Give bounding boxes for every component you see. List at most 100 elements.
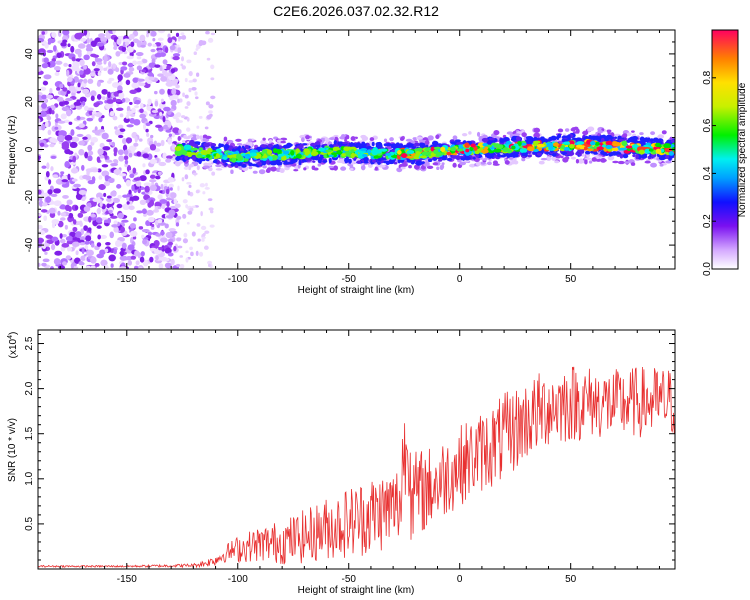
spectrogram-noise-cell: [158, 263, 164, 269]
spectrogram-noise-cell: [157, 73, 164, 77]
spectrogram-noise-cell: [158, 246, 163, 251]
spectrogram-noise-cell: [170, 68, 176, 74]
spectrogram-noise-cell: [208, 263, 211, 268]
spectrogram-band-cell: [527, 154, 532, 158]
spectrogram-noise-cell: [198, 39, 204, 45]
spectrogram-noise-cell: [149, 143, 157, 151]
spectrogram-noise-cell: [179, 264, 185, 269]
spectrogram-noise-cell: [188, 87, 192, 93]
spectrogram-noise-cell: [165, 231, 173, 239]
spectrogram-noise-cell: [127, 260, 133, 266]
spectrogram-noise-cell: [126, 45, 134, 53]
spectrogram-noise-cell: [157, 37, 164, 41]
bottom-y-axis-label: SNR (10 * v/v): [7, 418, 18, 482]
spectrogram-noise-cell: [38, 262, 41, 267]
spectrogram-noise-cell: [106, 139, 113, 143]
spectrogram-noise-cell: [99, 142, 105, 149]
spectrogram-noise-cell: [131, 184, 135, 192]
spectrogram-noise-cell: [96, 42, 105, 47]
y-tick-label: 1.5: [24, 426, 35, 440]
spectrogram-halo-cell: [557, 128, 564, 133]
spectrogram-noise-cell: [152, 43, 157, 48]
spectrogram-band-cell: [432, 157, 438, 161]
spectrogram-halo-cell: [626, 132, 632, 136]
spectrogram-halo-cell: [329, 137, 336, 141]
spectrogram-noise-cell: [162, 258, 170, 262]
spectrogram-noise-cell: [77, 212, 84, 218]
spectrogram-noise-cell: [44, 251, 48, 255]
spectrogram-halo-cell: [540, 157, 548, 161]
spectrogram-noise-cell: [145, 33, 149, 38]
spectrogram-noise-cell: [121, 98, 126, 103]
spectrogram-noise-cell: [196, 72, 200, 77]
colorbar-tick-label: 0.4: [702, 166, 713, 180]
spectrogram-noise-cell: [65, 255, 72, 260]
spectrogram-halo-cell: [183, 134, 187, 139]
spectrogram-core-cell: [563, 146, 570, 151]
spectrogram-noise-cell: [38, 197, 43, 201]
spectrogram-band-cell: [323, 143, 328, 147]
spectrogram-noise-cell: [52, 174, 59, 179]
spectrogram-noise-cell: [143, 213, 147, 217]
spectrogram-core-cell: [244, 153, 251, 159]
spectrogram-halo-cell: [317, 163, 322, 167]
spectrogram-noise-cell: [171, 88, 177, 96]
spectrogram-body: [38, 30, 675, 269]
spectrogram-noise-cell: [123, 117, 130, 124]
spectrogram-core-cell: [625, 145, 633, 149]
spectrogram-noise-cell: [164, 46, 169, 54]
spectrogram-noise-cell: [38, 66, 42, 72]
spectrogram-halo-cell: [424, 140, 430, 146]
spectrogram-noise-cell: [72, 155, 77, 163]
spectrogram-halo-cell: [280, 140, 286, 144]
spectrogram-noise-cell: [114, 129, 121, 136]
spectrogram-noise-cell: [78, 190, 87, 195]
spectrogram-noise-cell: [56, 52, 62, 59]
spectrogram-noise-cell: [114, 126, 118, 130]
spectrogram-core-cell: [517, 140, 522, 147]
spectrogram-core-cell: [569, 143, 575, 149]
spectrogram-noise-cell: [155, 233, 162, 237]
spectrogram-noise-cell: [192, 172, 198, 176]
spectrogram-noise-cell: [118, 155, 125, 162]
spectrogram-noise-cell: [53, 188, 61, 194]
spectrogram-band-cell: [317, 158, 322, 164]
spectrogram-noise-cell: [108, 254, 116, 262]
spectrogram-noise-cell: [205, 182, 208, 187]
spectrogram-noise-cell: [201, 238, 205, 242]
spectrogram-noise-cell: [73, 183, 81, 188]
y-tick-label: 20: [24, 96, 35, 108]
spectrogram-noise-cell: [176, 263, 181, 267]
spectrogram-band-cell: [511, 153, 517, 158]
spectrogram-band-cell: [322, 160, 328, 163]
spectrogram-noise-cell: [62, 194, 69, 199]
spectrogram-halo-cell: [341, 134, 346, 138]
spectrogram-band-cell: [240, 148, 245, 152]
spectrogram-noise-cell: [50, 193, 58, 197]
spectrogram-noise-cell: [203, 245, 209, 250]
spectrogram-noise-cell: [61, 141, 70, 149]
spectrogram-band-cell: [385, 160, 390, 166]
spectrogram-noise-cell: [117, 124, 124, 129]
spectrogram-noise-cell: [57, 265, 66, 269]
spectrogram-band-cell: [653, 138, 657, 142]
spectrogram-noise-cell: [186, 221, 190, 225]
spectrogram-noise-cell: [170, 258, 175, 266]
spectrogram-core-cell: [207, 148, 213, 153]
spectrogram-noise-cell: [185, 204, 189, 209]
spectrogram-noise-cell: [61, 243, 70, 248]
spectrogram-noise-cell: [70, 45, 75, 53]
spectrogram-noise-cell: [97, 234, 102, 240]
spectrogram-band-cell: [223, 144, 230, 150]
spectrogram-noise-cell: [143, 123, 147, 130]
spectrogram-noise-cell: [50, 266, 54, 269]
spectrogram-noise-cell: [60, 204, 66, 208]
spectrogram-noise-cell: [157, 30, 166, 34]
spectrogram-noise-cell: [101, 164, 109, 168]
spectrogram-noise-cell: [100, 37, 108, 43]
spectrogram-core-cell: [470, 143, 476, 148]
spectrogram-band-cell: [641, 137, 645, 142]
spectrogram-noise-cell: [170, 192, 177, 199]
spectrogram-noise-cell: [184, 77, 188, 83]
spectrogram-core-cell: [231, 157, 237, 163]
